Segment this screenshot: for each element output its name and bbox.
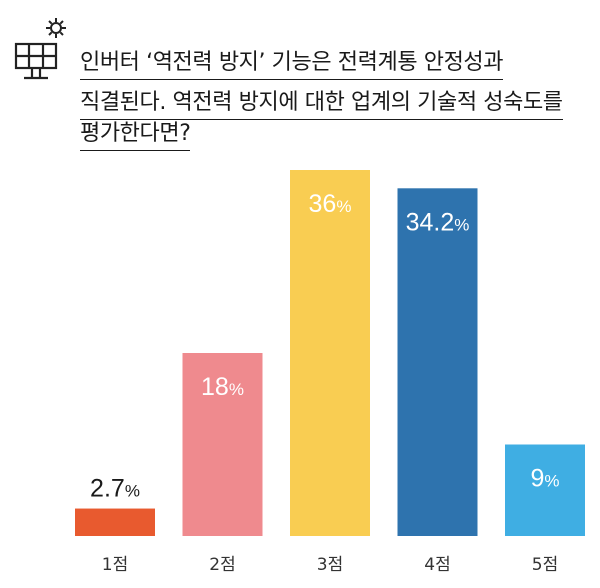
category-label-3: 3점 [317,555,343,575]
bar-5 [505,444,585,536]
bar-3 [290,170,370,536]
category-label-2: 2점 [209,555,235,575]
category-label-4: 4점 [424,555,450,575]
question-line-1: 인버터 ‘역전력 방지’ 기능은 전력계통 안정성과 [80,48,504,80]
bar-value-label-4: 34.2% [406,208,470,236]
bar-value-label-2: 18% [201,373,244,401]
bar-value-label-5: 9% [530,465,559,493]
bar-value-label-3: 36% [309,190,352,218]
solar-panel-gear-icon [14,18,66,80]
question-line-2: 직결된다. 역전력 방지에 대한 업계의 기술적 성숙도를 [80,88,563,120]
bar-value-label-1: 2.7% [90,475,140,503]
bar-1 [75,508,155,536]
bar-4 [397,188,478,537]
question-line-3: 평가한다면? [80,119,191,151]
category-label-5: 5점 [532,555,558,575]
category-label-1: 1점 [102,555,128,575]
bar-2 [182,353,263,536]
